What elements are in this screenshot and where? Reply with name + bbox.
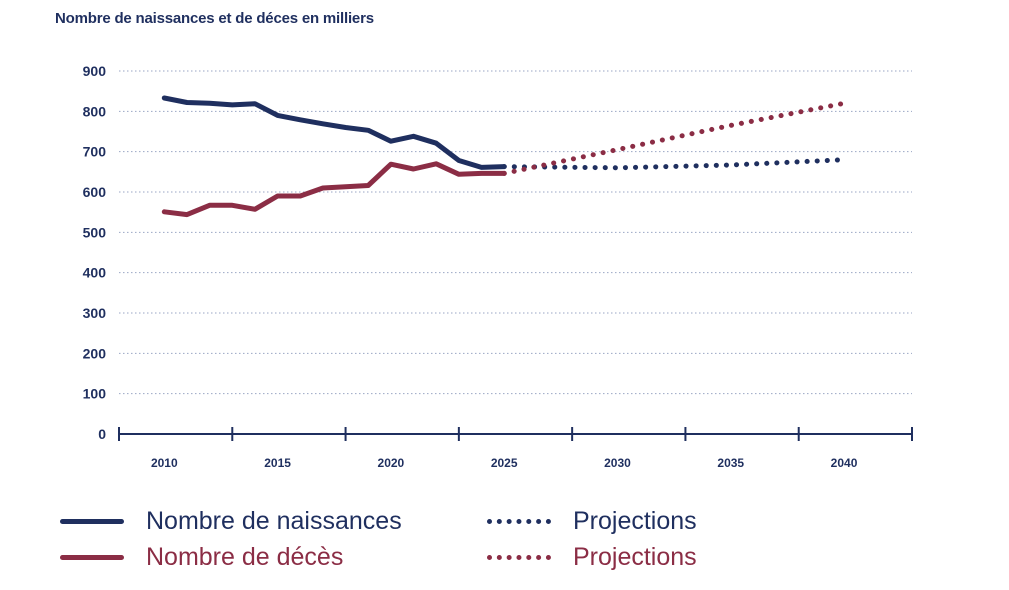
- y-tick-label-300: 300: [83, 305, 107, 321]
- legend-label-deaths: Nombre de décès: [146, 543, 344, 571]
- deaths-point-2013: [230, 203, 234, 207]
- legend-item-deaths-projection: Projections: [487, 542, 697, 572]
- births-projection-point-2040: [842, 158, 846, 162]
- legend-item-deaths: Nombre de décès: [60, 542, 343, 572]
- deaths-point-2010: [162, 210, 166, 214]
- deaths-projection-line: [501, 100, 847, 176]
- births-point-2011: [185, 100, 189, 104]
- legend-label-deaths-projection: Projections: [573, 543, 697, 571]
- legend-item-births-projection: Projections: [487, 506, 697, 536]
- legend-label-births: Nombre de naissances: [146, 507, 402, 535]
- legend-swatch-deaths-projection: [487, 554, 551, 560]
- x-tick-label-2025: 2025: [491, 456, 518, 470]
- deaths-point-2022: [434, 162, 438, 166]
- deaths-projection-point-2040: [842, 101, 846, 105]
- deaths-point-2018: [344, 185, 348, 189]
- deaths-point-2011: [185, 213, 189, 217]
- deaths-projection-point-2035: [729, 123, 733, 127]
- births-point-2023: [457, 159, 461, 163]
- births-point-2019: [366, 128, 370, 132]
- deaths-point-2017: [321, 186, 325, 190]
- births-projection-line: [501, 157, 847, 171]
- y-tick-label-400: 400: [83, 265, 107, 281]
- x-tick-label-2015: 2015: [264, 456, 291, 470]
- y-tick-label-500: 500: [83, 224, 107, 240]
- deaths-point-2021: [412, 167, 416, 171]
- deaths-point-2014: [253, 207, 257, 211]
- births-point-2013: [230, 103, 234, 107]
- y-tick-label-100: 100: [83, 386, 107, 402]
- births-point-2021: [412, 134, 416, 138]
- x-tick-label-2035: 2035: [717, 456, 744, 470]
- deaths-projection-point-2030: [615, 148, 619, 152]
- deaths-point-2023: [457, 172, 461, 176]
- y-tick-label-200: 200: [83, 345, 107, 361]
- births-point-2015: [276, 113, 280, 117]
- legend-item-births: Nombre de naissances: [60, 506, 402, 536]
- deaths-projection-point-2025: [502, 171, 506, 175]
- births-projection-point-2035: [729, 163, 733, 167]
- x-tick-label-2020: 2020: [378, 456, 405, 470]
- births-point-2014: [253, 102, 257, 106]
- deaths-point-2016: [298, 194, 302, 198]
- y-tick-label-0: 0: [98, 426, 106, 442]
- legend-swatch-deaths: [60, 554, 124, 560]
- line-chart: 0 100 200 300 400 500 600 700 800 900 2010 2015 2020…: [83, 63, 913, 470]
- deaths-point-2012: [208, 203, 212, 207]
- births-point-2020: [389, 139, 393, 143]
- x-tick-label-2040: 2040: [831, 456, 858, 470]
- legend-label-births-projection: Projections: [573, 507, 697, 535]
- births-projection-point-2025: [502, 165, 506, 169]
- births-point-2010: [162, 96, 166, 100]
- deaths-point-2019: [366, 184, 370, 188]
- legend-swatch-births: [60, 518, 124, 524]
- y-tick-label-600: 600: [83, 184, 107, 200]
- deaths-point-2015: [276, 194, 280, 198]
- births-point-2016: [298, 118, 302, 122]
- x-tick-label-2030: 2030: [604, 456, 631, 470]
- births-line: [161, 95, 507, 170]
- deaths-point-2024: [480, 171, 484, 175]
- births-point-2017: [321, 122, 325, 126]
- y-tick-label-700: 700: [83, 144, 107, 160]
- births-projection-point-2030: [615, 166, 619, 170]
- legend-swatch-births-projection: [487, 518, 551, 524]
- deaths-point-2020: [389, 162, 393, 166]
- x-tick-label-2010: 2010: [151, 456, 178, 470]
- births-point-2018: [344, 125, 348, 129]
- births-point-2024: [480, 165, 484, 169]
- y-tick-label-900: 900: [83, 63, 107, 79]
- births-point-2012: [208, 101, 212, 105]
- births-point-2022: [434, 141, 438, 145]
- chart-title: Nombre de naissances et de déces en mill…: [55, 10, 374, 27]
- y-tick-label-800: 800: [83, 103, 107, 119]
- deaths-line: [161, 161, 507, 218]
